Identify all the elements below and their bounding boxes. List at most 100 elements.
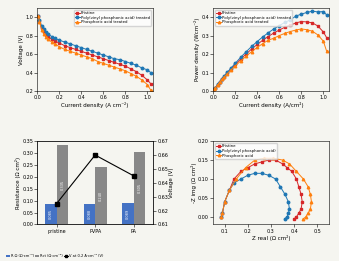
Pristine	[280, 162, 284, 165]
Poly(vinyl phosphonic acid)	[287, 208, 292, 211]
Pristine	[101, 57, 105, 60]
Bar	[45, 204, 57, 224]
Phosphoric acid	[280, 158, 284, 162]
Phosphoric acid treated	[38, 20, 42, 23]
Phosphoric acid treated	[101, 62, 105, 65]
Phosphoric acid treated	[277, 34, 281, 37]
Pristine	[294, 215, 298, 218]
Phosphoric acid treated	[222, 75, 226, 79]
Pristine	[36, 15, 40, 18]
Poly(vinyl phosphonic acid) treated	[222, 74, 226, 78]
Pristine	[44, 33, 48, 36]
Pristine	[239, 170, 243, 173]
Phosphoric acid	[301, 177, 305, 181]
Phosphoric acid treated	[310, 29, 314, 33]
Poly(vinyl phosphonic acid)	[223, 200, 227, 203]
Phosphoric acid	[223, 200, 227, 203]
Poly(vinyl phosphonic acid)	[286, 200, 291, 203]
Poly(vinyl phosphonic acid) treated	[255, 40, 259, 43]
Poly(vinyl phosphonic acid) treated	[324, 13, 328, 16]
Phosphoric acid treated	[220, 78, 224, 81]
Pristine	[299, 20, 303, 23]
Poly(vinyl phosphonic acid) treated	[42, 28, 46, 31]
Phosphoric acid	[306, 211, 310, 215]
Phosphoric acid treated	[324, 50, 328, 53]
Poly(vinyl phosphonic acid) treated	[101, 54, 105, 57]
Poly(vinyl phosphonic acid)	[246, 174, 250, 177]
X-axis label: Z real (Ω cm²): Z real (Ω cm²)	[252, 235, 290, 241]
Poly(vinyl phosphonic acid) treated	[216, 83, 220, 86]
Pristine	[285, 166, 289, 169]
Phosphoric acid treated	[118, 67, 122, 70]
Phosphoric acid treated	[40, 28, 44, 32]
Pristine	[42, 30, 46, 33]
Pristine	[107, 59, 111, 62]
Phosphoric acid treated	[68, 50, 73, 53]
Phosphoric acid treated	[42, 32, 46, 35]
Phosphoric acid treated	[233, 64, 237, 68]
Bar	[57, 145, 68, 224]
Pristine	[140, 74, 144, 77]
Line: Phosphoric acid treated: Phosphoric acid treated	[213, 28, 328, 91]
Poly(vinyl phosphonic acid) treated	[91, 50, 95, 53]
Pristine	[232, 177, 236, 181]
Pristine	[53, 40, 57, 43]
Phosphoric acid	[220, 211, 224, 215]
Pristine	[239, 58, 243, 61]
Pristine	[68, 46, 73, 49]
Phosphoric acid treated	[244, 55, 248, 58]
Pristine	[213, 86, 217, 89]
Phosphoric acid	[301, 217, 305, 220]
Poly(vinyl phosphonic acid) treated	[220, 77, 224, 80]
Line: Poly(vinyl phosphonic acid) treated: Poly(vinyl phosphonic acid) treated	[37, 15, 152, 74]
Poly(vinyl phosphonic acid)	[227, 189, 232, 192]
Phosphoric acid treated	[316, 33, 320, 37]
Poly(vinyl phosphonic acid) treated	[225, 70, 230, 74]
Pristine	[260, 161, 264, 164]
Phosphoric acid treated	[218, 80, 222, 84]
Poly(vinyl phosphonic acid)	[239, 177, 243, 181]
Phosphoric acid	[234, 177, 238, 181]
Phosphoric acid treated	[44, 35, 48, 38]
Poly(vinyl phosphonic acid) treated	[44, 30, 48, 33]
Bar	[95, 167, 107, 224]
Y-axis label: Voltage (V): Voltage (V)	[19, 34, 24, 65]
Pristine	[310, 21, 314, 24]
Pristine	[38, 19, 42, 22]
Phosphoric acid treated	[135, 75, 139, 78]
Poly(vinyl phosphonic acid)	[278, 185, 282, 188]
Poly(vinyl phosphonic acid) treated	[218, 80, 222, 83]
Y-axis label: -Z img (Ω cm²): -Z img (Ω cm²)	[191, 163, 197, 203]
Phosphoric acid treated	[272, 37, 276, 40]
Pristine	[57, 41, 61, 45]
Phosphoric acid treated	[216, 83, 220, 86]
Pristine	[40, 27, 44, 30]
Pristine	[96, 55, 100, 58]
Poly(vinyl phosphonic acid) treated	[261, 35, 265, 38]
Pristine	[63, 44, 67, 47]
Phosphoric acid treated	[63, 48, 67, 51]
Phosphoric acid treated	[225, 72, 230, 75]
Pristine	[229, 68, 233, 71]
Phosphoric acid treated	[299, 27, 303, 31]
Poly(vinyl phosphonic acid) treated	[310, 10, 314, 13]
Phosphoric acid treated	[255, 46, 259, 49]
Poly(vinyl phosphonic acid)	[260, 172, 264, 175]
Phosphoric acid treated	[305, 28, 309, 31]
Poly(vinyl phosphonic acid) treated	[113, 57, 117, 60]
Pristine	[220, 211, 224, 215]
Pristine	[149, 82, 153, 85]
Poly(vinyl phosphonic acid)	[220, 211, 224, 215]
Pristine	[145, 79, 149, 82]
Pristine	[246, 166, 250, 169]
Bar	[134, 152, 145, 224]
Pristine	[294, 21, 298, 25]
Poly(vinyl phosphonic acid) treated	[288, 18, 292, 21]
Pristine	[299, 208, 303, 211]
Poly(vinyl phosphonic acid) treated	[107, 55, 111, 58]
Text: 0.240: 0.240	[99, 191, 103, 201]
Poly(vinyl phosphonic acid) treated	[123, 60, 127, 63]
Phosphoric acid treated	[266, 39, 270, 42]
Phosphoric acid treated	[123, 69, 127, 72]
Poly(vinyl phosphonic acid) treated	[140, 67, 144, 70]
